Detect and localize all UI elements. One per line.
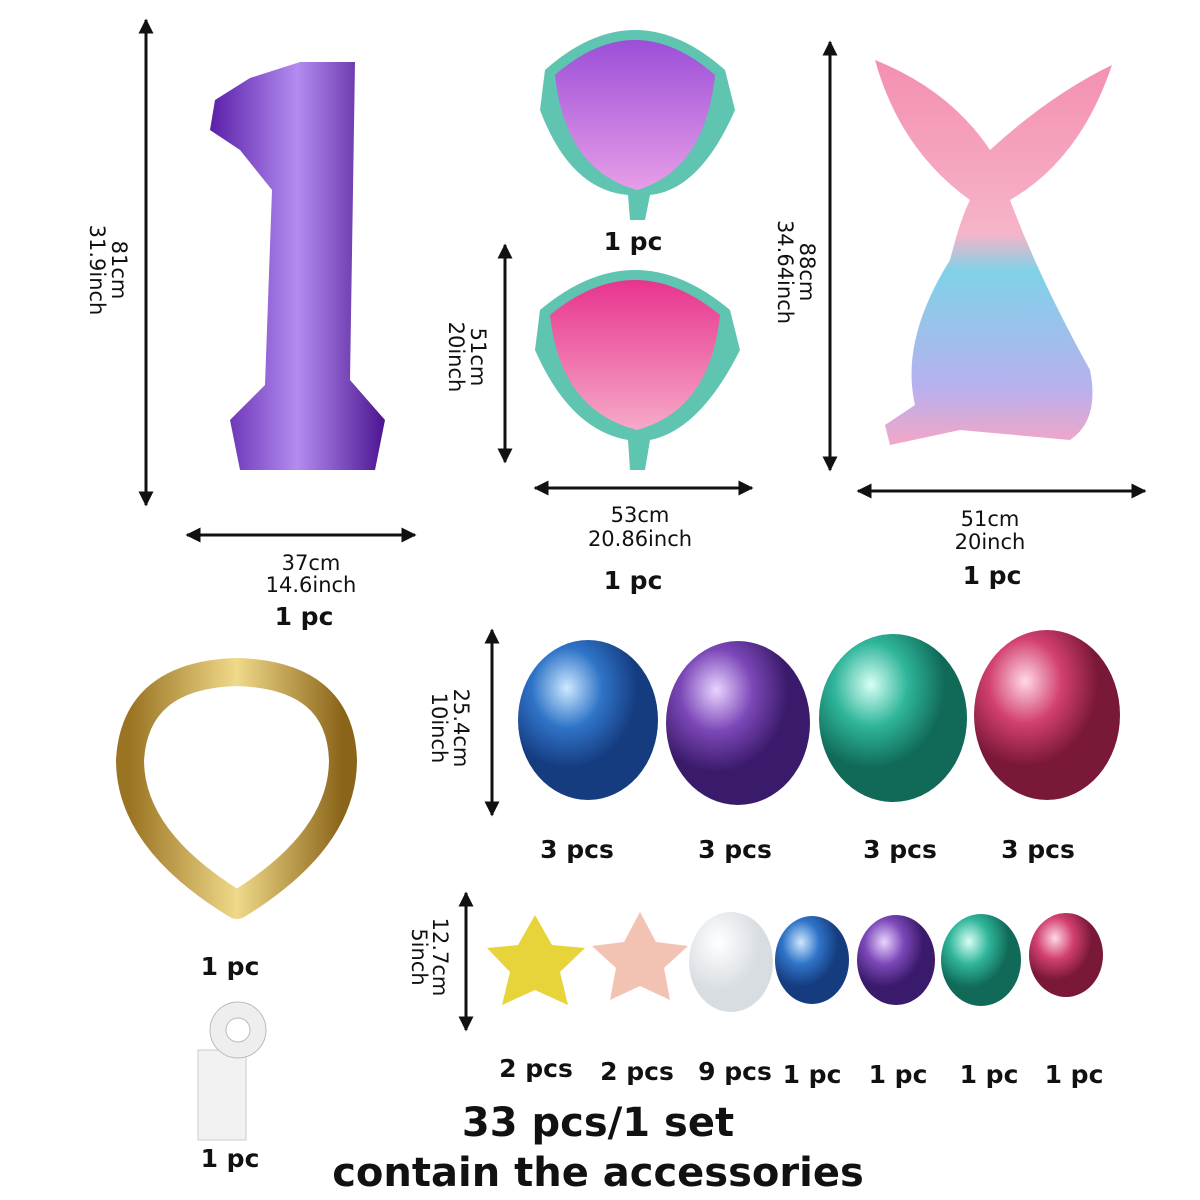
quantity-label: 1 pc [783,1060,842,1089]
quantity-label: 2 pcs [600,1057,674,1086]
quantity-label: 1 pc [960,1060,1019,1089]
dimension-label: 12.7cm [428,918,452,997]
dimension-label: 5inch [407,928,431,985]
balloon [689,912,773,1012]
mermaid-tail-balloon [875,60,1112,445]
dimension-label: 14.6inch [266,573,357,597]
balloon [775,916,849,1004]
star-balloon [487,915,585,1005]
quantity-label: 1 pc [869,1060,928,1089]
dimension-label: 81cm [107,241,131,300]
summary-text: 33 pcs/1 set [462,1100,734,1146]
shell-balloon [540,30,735,220]
balloon [974,630,1120,800]
quantity-label: 3 pcs [1001,835,1075,864]
balloon [1029,913,1103,997]
quantity-label: 1 pc [201,1144,260,1173]
gold-balloon [115,657,358,919]
quantity-label: 1 pc [604,227,663,256]
number-one-balloon [210,62,385,470]
balloon [819,634,967,802]
quantity-label: 3 pcs [540,835,614,864]
dimension-label: 37cm [282,551,341,575]
quantity-label: 1 pc [201,952,260,981]
quantity-label: 3 pcs [863,835,937,864]
balloon [518,640,658,800]
dimension-label: 53cm [611,503,670,527]
balloon [857,915,935,1005]
quantity-label: 3 pcs [698,835,772,864]
dimension-label: 25.4cm [449,689,473,768]
balloon [666,641,810,805]
dimension-label: 51cm [466,328,490,387]
quantity-label: 2 pcs [499,1054,573,1083]
dimension-label: 51cm [961,507,1020,531]
dimension-label: 88cm [795,243,819,302]
quantity-label: 1 pc [963,561,1022,590]
dimension-label: 34.64inch [773,220,797,324]
dimension-label: 20inch [444,322,468,393]
dimension-label: 20.86inch [588,527,692,551]
dimension-label: 10inch [427,693,451,764]
glue-dots [197,1001,267,1141]
dimension-label: 20inch [955,530,1026,554]
quantity-label: 9 pcs [698,1057,772,1086]
dimension-label: 31.9inch [85,225,109,316]
star-balloon [592,912,688,1000]
artwork [115,18,1147,1141]
shell-balloon [535,270,740,470]
quantity-label: 1 pc [1045,1060,1104,1089]
balloon [941,914,1021,1006]
summary-text: contain the accessories [332,1150,864,1196]
quantity-label: 1 pc [604,566,663,595]
quantity-label: 1 pc [275,602,334,631]
